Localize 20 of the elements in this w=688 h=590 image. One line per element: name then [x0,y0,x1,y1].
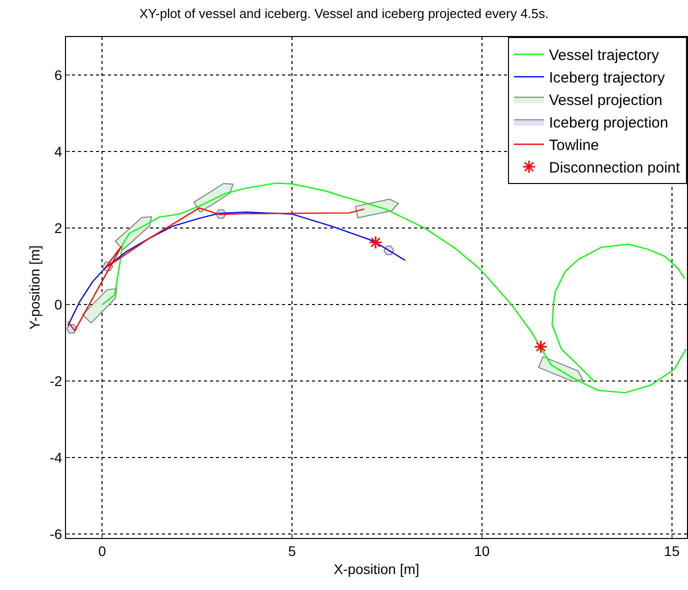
y-tick-label: 4 [54,144,62,160]
y-tick-label: 2 [54,220,62,236]
legend-label: Iceberg projection [549,114,668,132]
y-tick-label: -6 [50,526,62,542]
legend-label: Disconnection point [549,160,681,177]
x-tick-label: 0 [98,542,106,559]
legend-label: Vessel projection [549,92,662,110]
chart-title: XY-plot of vessel and iceberg. Vessel and iceberg projected every 4.5s. [139,6,549,21]
y-axis-title: Y-position [m] [26,245,42,330]
legend-label: Iceberg trajectory [549,70,666,87]
x-axis-title: X-position [m] [334,561,420,578]
legend-label: Vessel trajectory [549,47,660,64]
x-tick-label: 10 [474,542,490,559]
y-tick-label: -4 [50,450,62,466]
y-tick-label: -2 [50,373,62,390]
legend-label: Towline [549,137,600,154]
x-tick-label: 5 [288,542,296,559]
y-tick-label: 0 [54,296,62,313]
y-tick-label: 6 [54,67,62,84]
x-tick-label: 15 [664,542,680,559]
